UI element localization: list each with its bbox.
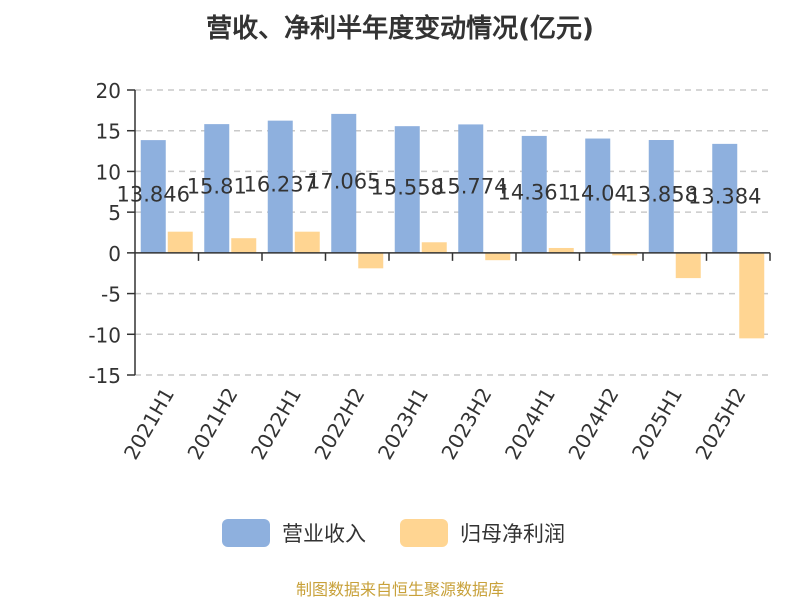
bar-profit [739, 252, 765, 339]
bar-revenue [521, 135, 547, 253]
y-tick-label: -15 [88, 364, 121, 388]
bar-profit [612, 252, 638, 256]
x-tick-label: 2022H2 [309, 384, 369, 464]
data-label-revenue: 14.361 [498, 180, 571, 204]
legend-item-profit[interactable]: 归母净利润 [400, 518, 565, 548]
bar-revenue [585, 138, 611, 253]
bar-revenue [140, 140, 166, 253]
bar-profit [231, 238, 257, 253]
data-label-revenue: 17.065 [307, 169, 380, 193]
bar-profit [548, 247, 574, 253]
x-tick-label: 2024H1 [500, 384, 560, 464]
bar-revenue [458, 124, 484, 253]
legend-swatch-revenue [222, 519, 270, 547]
x-tick-label: 2021H1 [119, 384, 179, 464]
bar-revenue [394, 126, 420, 253]
bar-revenue [267, 120, 293, 253]
grid-layer [135, 89, 770, 376]
legend-item-revenue[interactable]: 营业收入 [222, 518, 366, 548]
y-tick-label: -10 [88, 323, 121, 347]
bar-profit [358, 252, 384, 269]
x-tick-label: 2023H2 [436, 384, 496, 464]
data-label-revenue: 13.858 [625, 182, 698, 206]
bar-layer [140, 113, 765, 339]
data-label-revenue: 13.846 [117, 182, 190, 206]
legend: 营业收入 归母净利润 [0, 518, 800, 552]
axis-layer: -15 -10 -5 0 5 10 15 20 2021H1 2021H2 2022H1 2022H2… [88, 79, 771, 464]
label-layer: 13.84615.8116.23717.06515.55815.77414.36… [117, 169, 762, 208]
legend-label-profit: 归母净利润 [460, 522, 565, 546]
data-label-revenue: 16.237 [244, 173, 317, 197]
x-tick-label: 2025H2 [690, 384, 750, 464]
bar-revenue [648, 140, 674, 253]
legend-label-revenue: 营业收入 [282, 522, 366, 546]
x-tick-label: 2025H1 [627, 384, 687, 464]
bar-profit [167, 231, 193, 253]
y-tick-label: 10 [96, 160, 121, 184]
y-tick-label: 15 [96, 120, 121, 144]
source-note: 制图数据来自恒生聚源数据库 [295, 580, 504, 599]
chart-title: 营收、净利半年度变动情况(亿元) [206, 14, 594, 44]
x-tick-label: 2024H2 [563, 384, 623, 464]
bar-profit [485, 252, 511, 261]
bar-revenue [331, 113, 357, 253]
y-tick-label: 5 [108, 201, 121, 225]
data-label-revenue: 14.04 [568, 182, 628, 206]
data-label-revenue: 15.558 [371, 176, 444, 200]
bar-profit [294, 231, 320, 253]
data-label-revenue: 15.774 [434, 175, 507, 199]
legend-swatch-profit [400, 519, 448, 547]
bar-revenue [712, 143, 738, 253]
bar-profit [675, 252, 701, 279]
data-label-revenue: 13.384 [688, 184, 761, 208]
y-tick-label: -5 [101, 283, 121, 307]
y-tick-label: 20 [96, 79, 121, 103]
data-label-revenue: 15.81 [187, 174, 247, 198]
x-tick-label: 2023H1 [373, 384, 433, 464]
bar-profit [421, 242, 447, 253]
bar-revenue [204, 124, 230, 253]
x-tick-label: 2021H2 [182, 384, 242, 464]
x-tick-label: 2022H1 [246, 384, 306, 464]
y-tick-label: 0 [108, 242, 121, 266]
